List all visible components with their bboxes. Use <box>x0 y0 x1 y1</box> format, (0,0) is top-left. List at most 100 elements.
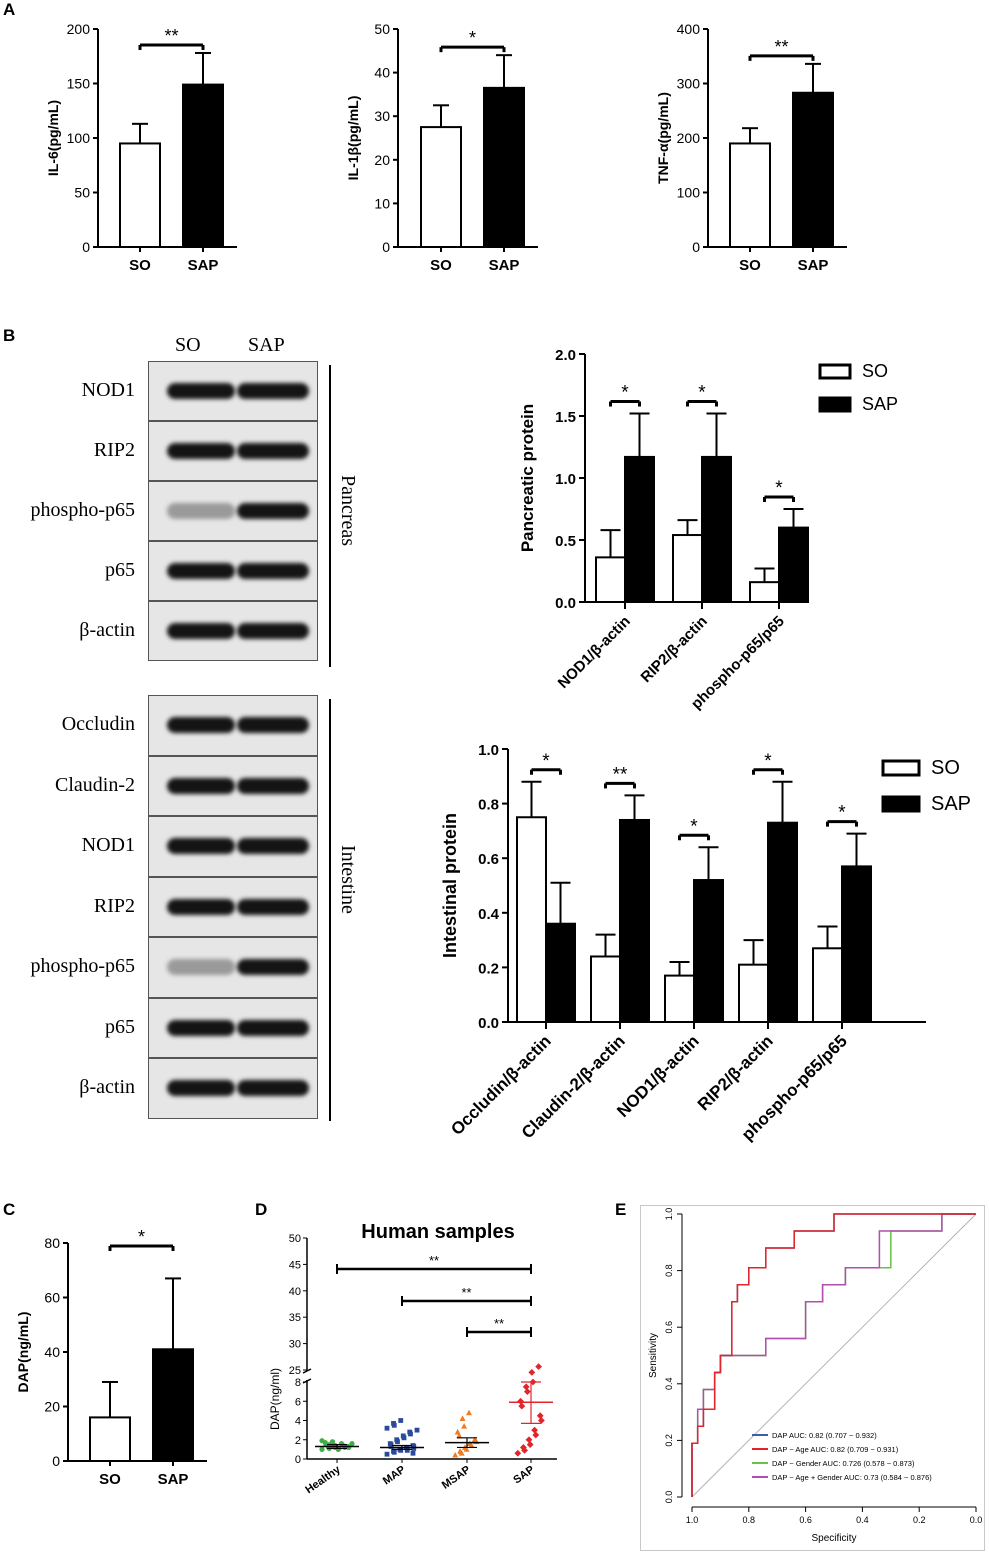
y-tick-label: 200 <box>67 21 91 37</box>
blot-row-label: phospho-p65 <box>30 955 135 978</box>
bar-so <box>738 963 769 1023</box>
y-tick-label: 0 <box>82 239 90 255</box>
significance-mark: ** <box>461 1285 471 1300</box>
significance-mark: * <box>621 383 629 404</box>
blot-band <box>167 898 235 915</box>
data-point <box>400 1433 406 1439</box>
data-point <box>391 1448 396 1454</box>
blot-band <box>237 383 309 399</box>
y-tick-label: 150 <box>67 76 91 92</box>
blot-row-label: p65 <box>105 559 135 581</box>
y-tick-label: 40 <box>44 1344 60 1360</box>
y-tick-label: 0 <box>295 1454 301 1466</box>
x-tick-label: RIP2/β-actin <box>694 1031 777 1114</box>
legend-label: DAP ~ Gender AUC: 0.726 (0.578 ~ 0.873) <box>772 1459 915 1468</box>
data-point <box>466 1409 472 1416</box>
blot-row-label: β-actin <box>79 1076 135 1099</box>
il6-bar-chart: 0 50 100 150 200 IL-6(pg/mL) SO SAP ** <box>45 21 237 274</box>
data-point <box>384 1425 390 1431</box>
data-point <box>407 1429 413 1435</box>
bar-so <box>664 974 695 1023</box>
data-point <box>535 1363 542 1370</box>
data-point <box>384 1451 390 1457</box>
y-tick-label: 80 <box>44 1235 60 1251</box>
y-axis-label: DAP(ng/mL) <box>15 1312 31 1393</box>
bar-so <box>420 126 462 248</box>
blot-col-so: SO <box>175 334 201 356</box>
blot-image <box>148 421 318 481</box>
roc-curve <box>691 1213 976 1497</box>
y-axis-label: IL-6(pg/mL) <box>45 100 61 176</box>
data-point <box>538 1417 545 1424</box>
significance-mark: * <box>542 751 550 772</box>
data-point <box>398 1418 404 1423</box>
legend-label: DAP AUC: 0.82 (0.707 ~ 0.932) <box>772 1431 877 1440</box>
data-point <box>454 1428 461 1435</box>
y-tick-label: 50 <box>289 1233 301 1245</box>
legend-label: DAP ~ Age + Gender AUC: 0.73 (0.584 ~ 0.… <box>772 1473 932 1482</box>
bar-so <box>749 581 780 604</box>
data-point <box>342 1444 348 1451</box>
x-tick-label: SAP <box>798 257 829 274</box>
y-tick-label: 60 <box>44 1290 60 1306</box>
blot-band <box>167 623 235 639</box>
legend-label-so: SO <box>862 361 888 381</box>
blot-row-label: RIP2 <box>93 894 135 917</box>
y-tick-label: 25 <box>289 1365 301 1377</box>
blot-image <box>148 601 318 661</box>
data-point <box>349 1441 355 1447</box>
bar-sap <box>619 818 650 1024</box>
y-tick-label: 100 <box>67 130 91 146</box>
x-tick-label: SO <box>129 257 151 274</box>
bar-sap <box>693 879 724 1023</box>
y-tick-label: 0 <box>382 239 390 255</box>
x-tick-label: SO <box>99 1471 121 1488</box>
blot-image <box>148 816 318 877</box>
data-point <box>452 1451 459 1458</box>
y-tick-label: 45 <box>289 1259 301 1271</box>
data-point <box>459 1415 466 1421</box>
data-point <box>319 1438 325 1444</box>
pancreas-bracket <box>329 365 331 667</box>
data-point <box>532 1431 540 1439</box>
x-tick-label: 0.4 <box>856 1515 869 1525</box>
bar-sap <box>624 455 655 603</box>
y-tick-label: 0.5 <box>555 533 576 550</box>
blot-row: p65 <box>0 541 330 601</box>
x-tick-label: SAP <box>489 257 520 274</box>
blot-band <box>237 898 309 915</box>
y-tick-label: 35 <box>289 1312 301 1324</box>
significance-mark: ** <box>613 764 628 785</box>
y-tick-label: 0.2 <box>664 1434 674 1447</box>
data-point <box>391 1420 396 1426</box>
blot-row-label: phospho-p65 <box>30 499 135 521</box>
dap-bar-chart: 0 20 40 60 80 DAP(ng/mL) SO SAP * <box>15 1227 207 1488</box>
y-tick-label: 100 <box>677 185 701 201</box>
significance-mark: * <box>469 28 476 48</box>
il1b-bar-chart: 0 10 20 30 40 50 IL-1β(pg/mL) SO SAP * <box>345 21 538 274</box>
blot-band <box>237 1080 309 1097</box>
legend-swatch-so <box>818 363 852 380</box>
blot-band <box>167 563 235 579</box>
x-tick-label: MSAP <box>440 1464 473 1492</box>
significance-mark: ** <box>429 1253 439 1268</box>
significance-mark: * <box>764 751 772 772</box>
significance-mark: ** <box>494 1316 504 1331</box>
x-tick-label: RIP2/β-actin <box>638 613 711 686</box>
blot-band <box>167 383 235 399</box>
bar-sap <box>545 922 576 1023</box>
data-point <box>388 1444 394 1449</box>
x-tick-label: SAP <box>188 257 219 274</box>
x-tick-label: Healthy <box>303 1463 343 1496</box>
panel-label-e: E <box>615 1200 627 1219</box>
panel-label-d: D <box>255 1200 268 1219</box>
blot-image <box>148 755 318 816</box>
blot-band <box>237 503 309 519</box>
x-tick-label: 0.0 <box>970 1515 983 1525</box>
blot-row-label: p65 <box>105 1015 135 1038</box>
y-tick-label: 1.0 <box>555 471 576 488</box>
y-tick-label: 50 <box>74 185 90 201</box>
significance-mark: * <box>138 1227 145 1247</box>
blot-row: β-actin <box>0 601 330 661</box>
